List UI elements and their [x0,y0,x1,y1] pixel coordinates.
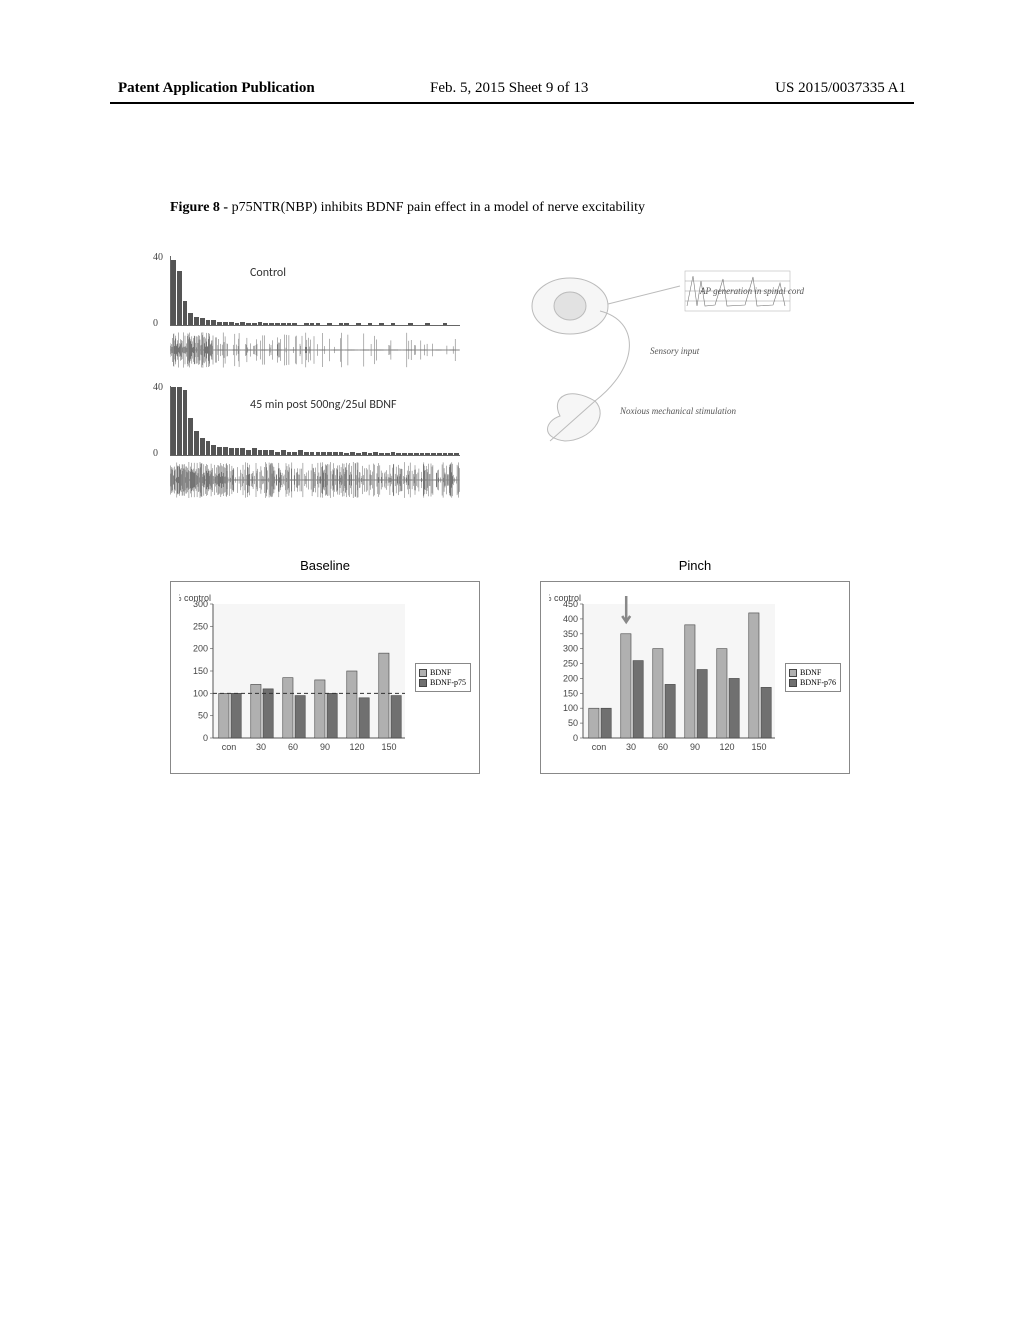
svg-text:150: 150 [563,688,578,698]
figure-caption: Figure 8 - p75NTR(NBP) inhibits BDNF pai… [170,200,870,216]
legend-swatch-bdnf-p75 [419,679,427,687]
header-right: US 2015/0037335 A1 [775,80,906,97]
bdnf-trace: 5s [170,462,460,498]
header-divider [110,102,914,104]
legend-item: BDNF-p75 [419,678,467,687]
svg-text:50: 50 [198,711,208,721]
figure-caption-lead: Figure 8 - [170,200,232,215]
ymax-label-1: 40 [153,252,163,263]
legend-label: BDNF [430,668,451,677]
svg-text:150: 150 [751,742,766,752]
ymax-label-2: 40 [153,382,163,393]
svg-text:60: 60 [658,742,668,752]
baseline-chart-box: 050100150200250300% controlcon3060901201… [170,581,480,774]
svg-text:120: 120 [349,742,364,752]
svg-text:50: 50 [568,718,578,728]
legend-swatch-bdnf [789,669,797,677]
svg-text:con: con [592,742,607,752]
ymin-label-2: 0 [153,448,158,459]
svg-text:90: 90 [320,742,330,752]
top-panels: Control 40 0 45 min post 500ng/25ul BDNF… [170,256,870,498]
control-hist-block: Control 40 0 [170,256,460,326]
baseline-panel: Baseline 050100150200250300% controlcon3… [170,558,480,774]
figure-caption-text: p75NTR(NBP) inhibits BDNF pain effect in… [232,200,645,215]
svg-text:200: 200 [563,673,578,683]
legend-item: BDNF [789,668,837,677]
pinch-title: Pinch [540,558,850,573]
figure-8: Figure 8 - p75NTR(NBP) inhibits BDNF pai… [170,200,870,774]
svg-text:400: 400 [563,614,578,624]
svg-text:0: 0 [573,733,578,743]
ymin-label-1: 0 [153,318,158,329]
svg-text:200: 200 [193,644,208,654]
svg-text:350: 350 [563,629,578,639]
legend-label: BDNF [800,668,821,677]
svg-text:150: 150 [381,742,396,752]
svg-text:30: 30 [256,742,266,752]
legend-label: BDNF-p76 [800,678,836,687]
legend-swatch-bdnf [419,669,427,677]
label-stim: Noxious mechanical stimulation [620,406,760,416]
svg-text:250: 250 [193,621,208,631]
bdnf-hist-block: 45 min post 500ng/25ul BDNF 40 0 [170,386,460,456]
svg-text:60: 60 [288,742,298,752]
svg-text:0: 0 [203,733,208,743]
legend-label: BDNF-p75 [430,678,466,687]
svg-text:120: 120 [719,742,734,752]
schematic-svg [500,266,800,466]
svg-text:% control: % control [549,593,581,603]
baseline-title: Baseline [170,558,480,573]
svg-text:300: 300 [563,644,578,654]
pinch-legend: BDNF BDNF-p76 [785,663,841,692]
trace-stack: Control 40 0 45 min post 500ng/25ul BDNF… [170,256,460,498]
svg-text:con: con [222,742,237,752]
header-left: Patent Application Publication [118,80,315,97]
svg-text:30: 30 [626,742,636,752]
svg-text:150: 150 [193,666,208,676]
label-ap: AP generation in spinal cord [700,286,810,296]
svg-text:250: 250 [563,659,578,669]
baseline-legend: BDNF BDNF-p75 [415,663,471,692]
svg-text:100: 100 [193,688,208,698]
header-mid: Feb. 5, 2015 Sheet 9 of 13 [430,80,588,97]
label-sensory: Sensory input [650,346,699,356]
legend-item: BDNF-p76 [789,678,837,687]
control-trace [170,332,460,368]
bar-panels: Baseline 050100150200250300% controlcon3… [170,558,870,774]
svg-text:90: 90 [690,742,700,752]
bdnf-histogram: 40 0 [170,386,460,456]
pinch-chart: 050100150200250300350400450% controlcon3… [549,590,781,765]
baseline-chart: 050100150200250300% controlcon3060901201… [179,590,411,765]
legend-item: BDNF [419,668,467,677]
schematic-diagram: AP generation in spinal cord Sensory inp… [500,266,800,466]
pinch-chart-box: 050100150200250300350400450% controlcon3… [540,581,850,774]
svg-text:100: 100 [563,703,578,713]
pinch-panel: Pinch 050100150200250300350400450% contr… [540,558,850,774]
legend-swatch-bdnf-p76 [789,679,797,687]
control-histogram: 40 0 [170,256,460,326]
svg-text:% control: % control [179,593,211,603]
